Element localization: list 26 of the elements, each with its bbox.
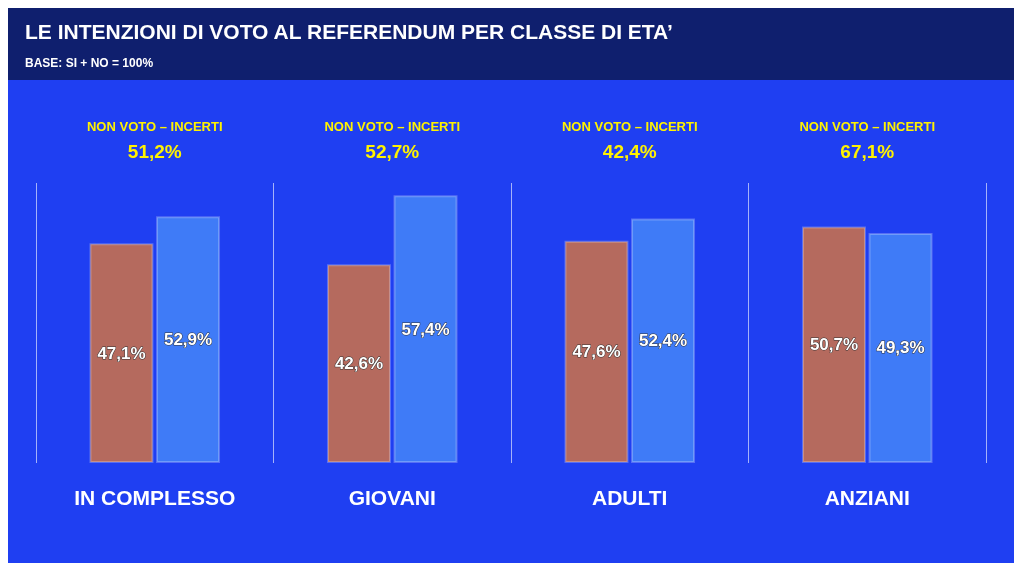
x-tick-label: GIOVANI bbox=[348, 486, 436, 509]
text: NON VOTO – INCERTI 42,4% bbox=[561, 119, 698, 162]
bar bbox=[564, 240, 629, 463]
data-label: 49,3% bbox=[876, 338, 925, 358]
bar bbox=[89, 243, 154, 463]
text: NON VOTO – INCERTI 52,7% bbox=[324, 119, 461, 162]
data-label: 47,1% bbox=[97, 343, 146, 363]
bar bbox=[868, 232, 933, 463]
text: NON VOTO – INCERTI 51,2% bbox=[86, 119, 223, 162]
data-label: 57,4% bbox=[401, 319, 450, 339]
bar bbox=[326, 264, 391, 463]
bar bbox=[631, 218, 696, 463]
data-label: 42,6% bbox=[334, 354, 384, 374]
text: NON VOTO – INCERTI 67,1% bbox=[799, 119, 936, 162]
bar bbox=[801, 226, 866, 463]
bar bbox=[156, 216, 221, 463]
chart-subtitle: BASE: SI + NO = 100% bbox=[25, 56, 154, 70]
data-label: 52,4% bbox=[638, 331, 688, 351]
x-tick-label: ADULTI bbox=[592, 486, 668, 509]
chart-title: LE INTENZIONI DI VOTO AL REFERENDUM PER CLASSE DI ETA’ bbox=[25, 20, 673, 43]
x-tick-label: ANZIANI bbox=[824, 486, 910, 509]
data-label: 50,7% bbox=[809, 335, 859, 355]
x-tick-label: IN COMPLESSO bbox=[74, 486, 236, 509]
data-label: 52,9% bbox=[163, 330, 213, 350]
bar bbox=[393, 195, 458, 463]
data-label: 47,6% bbox=[572, 342, 621, 362]
